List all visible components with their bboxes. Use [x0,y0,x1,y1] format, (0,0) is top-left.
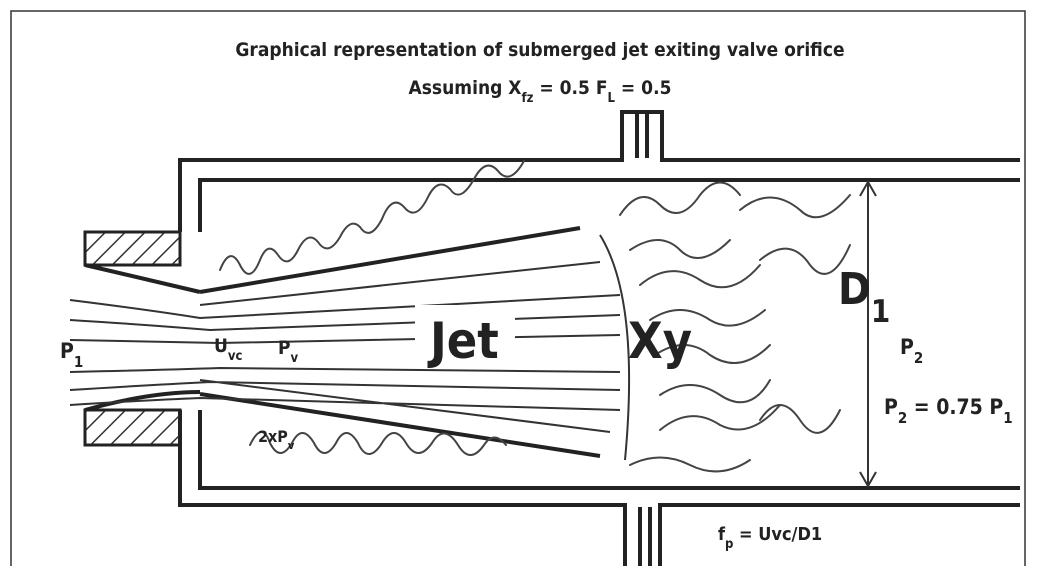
label-part: P [278,337,291,359]
frame [10,10,1026,566]
turbulence [219,160,851,473]
subscript: p [725,537,733,552]
subscript: L [608,91,616,106]
label-part: P [900,335,914,359]
label: Pv [278,337,299,366]
label-part: P [884,395,898,419]
label: Uvc [214,335,243,364]
label: P2 = 0.75 P1 [884,395,1013,427]
label: Jet [427,312,499,370]
label: D1 [838,264,890,330]
dimension [415,179,877,489]
subscript: 1 [74,353,83,371]
label-part: = 0.5 [615,77,672,99]
label-part: P [60,339,74,363]
label: 2xPv [258,427,295,452]
subscript: 2 [914,349,923,367]
label: P2 [900,335,923,367]
subscript: vc [228,349,243,364]
label-part: Assuming X [409,77,522,99]
label-part: = Uvc/D1 [733,524,822,545]
label-part: f [718,524,726,545]
subscript: 2 [898,409,907,427]
jet-lines [69,226,631,461]
subscript: v [291,351,299,366]
label: Assuming Xfz = 0.5 FL = 0.5 [409,77,672,106]
subscript: 1 [871,294,890,330]
label-part: D [838,264,871,315]
subscript: 1 [1003,409,1012,427]
subscript: fz [521,91,533,106]
label-part: = 0.75 P [907,395,1003,419]
label-part: Xy [628,312,692,370]
label: P1 [60,339,83,371]
label: fp = Uvc/D1 [718,524,822,552]
label-part: = 0.5 F [533,77,607,99]
title: Graphical representation of submerged je… [235,39,844,61]
label-part: U [214,335,228,357]
pipe [83,110,1020,566]
subscript: v [288,439,295,452]
label-part: 2xP [258,427,288,446]
label-part: Jet [427,312,499,370]
label: Xy [628,312,692,370]
